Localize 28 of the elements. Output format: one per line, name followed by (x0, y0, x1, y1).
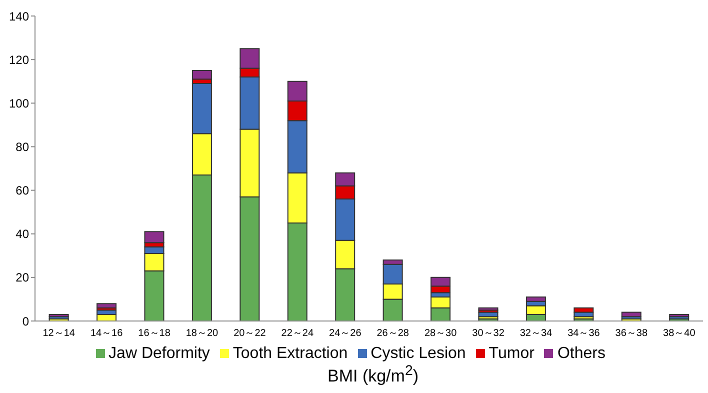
x-tick-label: 36～38 (615, 328, 648, 340)
x-tick-label: 14～16 (90, 328, 124, 340)
x-tick-label: 34～36 (568, 328, 600, 340)
legend-label: Cystic Lesion (370, 345, 466, 362)
y-tick-label: 100 (8, 96, 30, 110)
y-tick-label: 60 (16, 184, 30, 198)
x-tick-label: 30～32 (472, 328, 505, 340)
x-tick-label: 38～40 (663, 328, 696, 340)
y-tick-label: 140 (8, 9, 30, 24)
legend-label: Tooth Extraction (232, 345, 348, 362)
legend-label: Tumor (488, 345, 534, 362)
y-tick-label: 40 (16, 227, 30, 242)
x-tick-label: 18～20 (186, 328, 219, 340)
x-tick-label: 28～30 (424, 328, 458, 340)
x-tick-label: 24～26 (329, 328, 362, 340)
x-tick-label: 32～34 (520, 328, 553, 340)
y-tick-label: 20 (16, 270, 30, 285)
y-tick-label: 80 (16, 140, 30, 154)
x-tick-label: 26～28 (376, 328, 410, 340)
x-tick-label: 22～24 (281, 328, 314, 340)
y-tick-label: 0 (22, 314, 30, 328)
legend-label: Others (557, 345, 606, 362)
y-tick-label: 120 (8, 52, 30, 67)
x-tick-label: 16～18 (138, 328, 171, 340)
x-tick-label: 20～22 (234, 328, 266, 340)
x-tick-label: 12～14 (42, 328, 76, 340)
legend-label: Jaw Deformity (108, 345, 210, 362)
x-axis-title: BMI (kg/m$^{2}$) (326, 363, 420, 387)
